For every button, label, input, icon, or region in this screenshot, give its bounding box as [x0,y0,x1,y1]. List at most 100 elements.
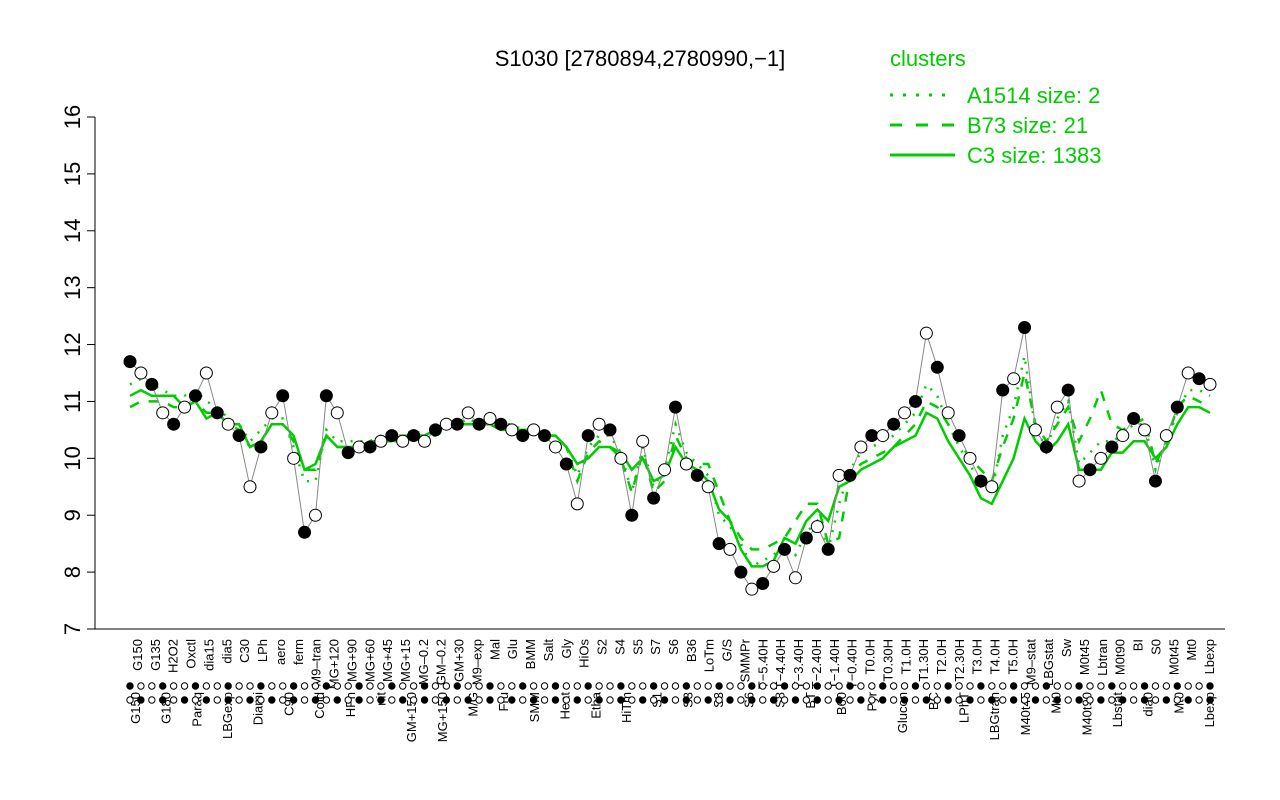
x-tick-marker [551,696,560,704]
x-tick-label: Gly [559,639,574,659]
x-tick-label: MG+15 [398,639,413,682]
x-tick-marker [704,696,712,704]
x-tick-label: T4.0H [988,639,1003,674]
x-tick-marker [213,696,221,704]
data-point [712,537,726,551]
x-tick-marker [791,682,800,690]
x-tick-marker [1173,696,1181,704]
x-tick-label: T1.0H [898,639,913,674]
data-point [330,406,344,420]
x-tick-marker [889,682,898,690]
data-point [876,429,890,443]
x-tick-label: T−1.40H [827,639,842,689]
x-tick-label: Glu [505,639,520,659]
x-tick-marker [409,696,418,704]
x-tick-marker [442,696,451,704]
x-tick-marker [759,682,767,690]
data-point [210,406,224,420]
y-axis: 7 8 9 10 11 12 13 14 15 16 [60,105,95,635]
x-tick-marker [693,682,701,690]
x-tick-marker [1064,696,1072,704]
x-tick-marker [671,682,680,690]
x-tick-label: S7 [648,639,663,655]
x-tick-label: Oxctl [184,639,199,669]
x-tick-marker [1206,696,1214,704]
x-tick-marker [1053,682,1061,690]
data-point [123,355,137,369]
x-tick-label: T0.30H [880,639,895,682]
x-tick-marker [388,696,396,704]
x-tick-marker [137,682,145,690]
x-tick-marker [279,696,287,704]
data-point [996,383,1010,397]
data-point [974,474,988,488]
x-tick-marker [660,696,669,704]
data-point [1127,412,1141,426]
x-tick-marker [1042,696,1051,704]
x-tick-marker [1031,696,1040,704]
data-point [1159,429,1173,443]
x-tick-marker [824,682,832,690]
x-tick-marker [508,696,516,704]
x-tick-marker [180,696,189,704]
x-tick-marker [759,696,767,704]
data-point [821,542,835,556]
data-point [679,457,693,471]
x-tick-marker [1151,696,1160,704]
x-tick-label: M0t45 [1077,639,1092,675]
x-tick-label: dia15 [201,639,216,671]
data-point [243,480,257,494]
x-tick-marker [159,696,167,704]
x-tick-label: Etha [588,691,603,719]
x-tick-label: LoTm [702,639,717,672]
x-tick-label: S8 [772,692,787,708]
x-tick-marker [1053,696,1061,704]
x-tick-marker [519,696,527,704]
x-tick-marker [464,696,472,704]
data-point [832,468,846,482]
data-point [472,417,486,431]
x-tick-marker [639,682,647,690]
x-tick-marker [868,682,876,690]
data-point [559,457,573,471]
x-tick-label: G/S [720,639,735,662]
x-tick-label: G135 [148,639,163,671]
x-tick-marker [486,682,494,690]
x-tick-marker [453,696,461,704]
x-tick-marker [442,682,451,690]
x-tick-label: Heat [558,692,573,720]
x-axis: G150 G135 H2O2 Oxctl dia15 dia5 C30 LPh aero ferm… [126,638,1217,742]
series-points [123,320,1217,596]
x-tick-marker [1129,682,1138,690]
data-point [450,417,464,431]
data-point [723,542,737,556]
data-point [1028,423,1042,437]
x-tick-marker [1119,682,1127,690]
y-tick-label-8: 8 [60,566,85,578]
x-tick-marker [311,682,320,690]
x-tick-marker [977,696,985,704]
x-tick-marker [737,696,745,704]
x-tick-label: T−0.40H [845,639,860,689]
x-tick-label: dia5 [219,639,234,664]
x-tick-marker [311,696,320,704]
x-tick-marker [639,696,647,704]
data-point [156,406,170,420]
x-tick-marker [235,682,243,690]
x-tick-marker [802,682,811,690]
data-point [788,571,802,585]
x-tick-label: Lbtran [1095,639,1110,676]
y-tick-label-12: 12 [60,332,85,356]
data-point [843,468,857,482]
data-point [308,508,322,522]
x-tick-marker [900,696,909,704]
data-point [1192,372,1206,386]
x-tick-label: T−4.40H [773,639,788,689]
x-tick-marker [606,696,614,704]
x-tick-marker [617,682,625,690]
x-tick-marker [1108,696,1116,704]
data-point [1050,400,1064,414]
x-tick-marker [922,696,931,704]
x-tick-marker [289,682,298,690]
x-tick-marker [617,696,625,704]
